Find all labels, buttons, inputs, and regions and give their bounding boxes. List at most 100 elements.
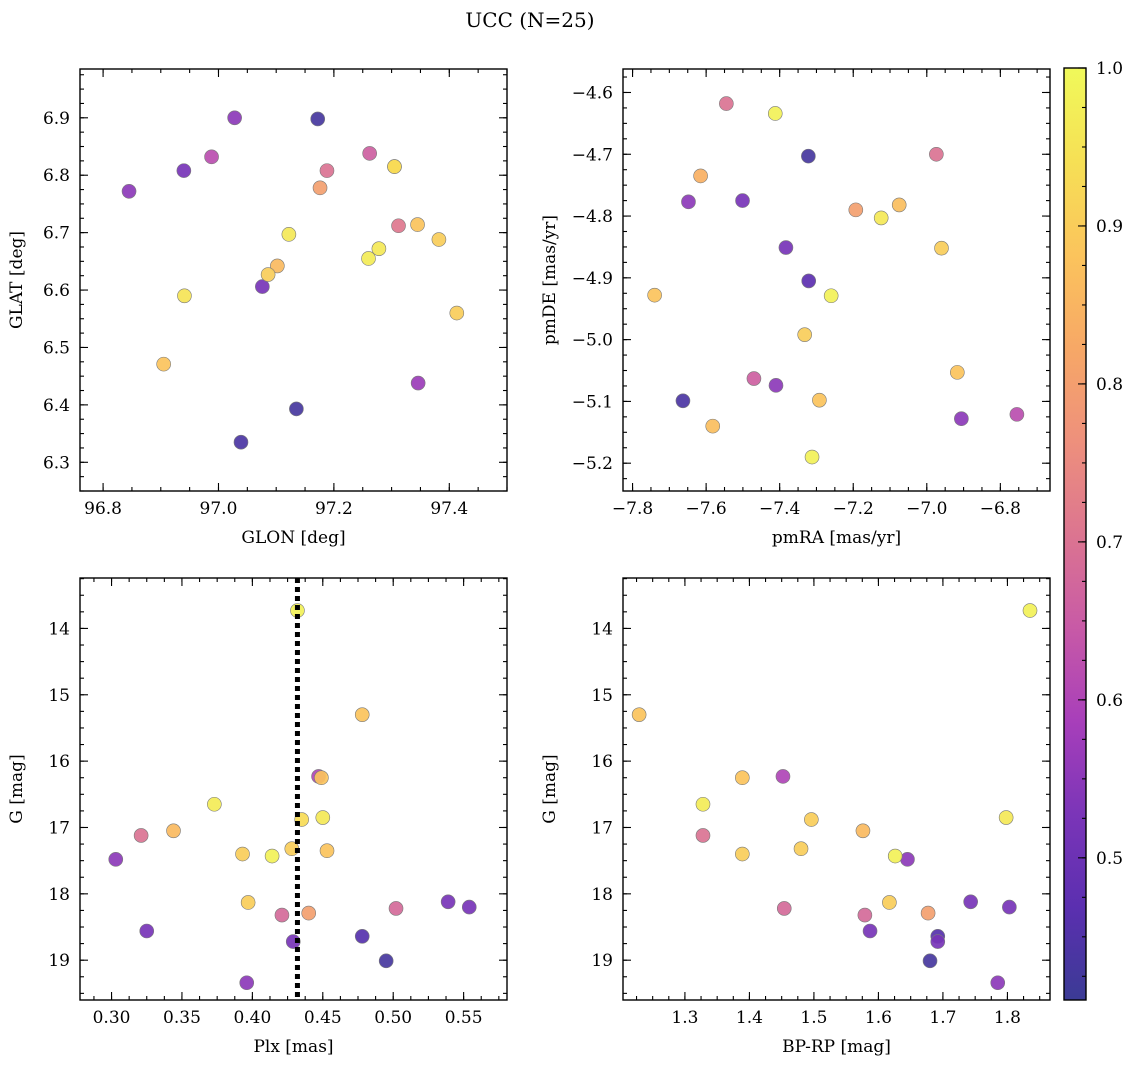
scatter-point [862, 923, 878, 939]
scatter-point [934, 240, 949, 256]
scatter-point [954, 411, 969, 427]
x-tick-label: −7.8 [612, 499, 653, 519]
scatter-point [998, 810, 1014, 825]
scatter-point [930, 934, 946, 949]
x-tick-label: 1.7 [929, 1008, 956, 1028]
x-tick-label: 97.4 [430, 499, 468, 519]
scatter-point [301, 905, 317, 921]
scatter-point [387, 159, 402, 174]
scatter-point [121, 183, 137, 199]
y-tick-label: 6.3 [43, 453, 70, 473]
y-tick-label: 18 [48, 885, 70, 905]
scatter-point [166, 823, 181, 839]
colorbar-gradient [1064, 68, 1086, 1000]
scatter-point [882, 895, 897, 910]
scatter-point [767, 106, 783, 121]
colorbar-tick-label: 0.6 [1096, 691, 1123, 711]
scatter-point [354, 707, 370, 722]
scatter-point [705, 418, 721, 434]
scatter-point [776, 901, 792, 916]
x-tick-label: 0.55 [445, 1008, 483, 1028]
scatter-point [963, 894, 978, 910]
colorbar-tick-label: 0.8 [1096, 375, 1123, 395]
scatter-point [362, 146, 377, 161]
scatter-point [804, 812, 819, 827]
scatter-point [855, 823, 871, 839]
scatter-point [922, 953, 938, 969]
x-tick-label: 97.0 [200, 499, 238, 519]
y-tick-label: −5.0 [572, 331, 613, 351]
scatter-point [449, 305, 465, 321]
scatter-point [204, 149, 219, 165]
x-axis-label: GLON [deg] [241, 528, 345, 548]
scatter-point [255, 279, 270, 294]
scatter-point [440, 894, 456, 910]
panel-pmra-pmde: −7.8 −7.6 −7.4 −7.2 −7.0 −6.8 −5.2 −5.1 −5.0 −4.9… [540, 68, 1051, 548]
scatter-point [361, 251, 376, 266]
x-axis-label: pmRA [mas/yr] [772, 528, 901, 548]
scatter-point [797, 327, 812, 342]
x-tick-label: 0.45 [304, 1008, 342, 1028]
scatter-point [108, 852, 124, 867]
x-axis-label: BP-RP [mag] [782, 1037, 891, 1057]
scatter-point [900, 852, 915, 867]
scatter-point [746, 371, 762, 386]
scatter-point [950, 365, 965, 380]
y-tick-label: 6.5 [43, 338, 70, 358]
x-tick-label: 0.35 [163, 1008, 201, 1028]
colorbar-tick-label: 0.5 [1096, 849, 1123, 869]
y-tick-label: −5.2 [572, 454, 613, 474]
scatter-point [675, 393, 691, 409]
x-tick-label: −7.0 [906, 499, 947, 519]
scatter-point [857, 907, 873, 923]
scatter-point [1002, 899, 1017, 915]
scatter-point [156, 356, 171, 372]
scatter-point [920, 905, 936, 921]
scatter-point [719, 96, 734, 111]
y-tick-label: −4.9 [572, 269, 613, 289]
scatter-point [631, 707, 647, 722]
colorbar: 0.5 0.6 0.7 0.8 0.9 1.0 [1063, 59, 1123, 1001]
scatter-point [793, 841, 809, 857]
axes-frame [622, 68, 1051, 492]
scatter-point [735, 846, 750, 862]
scatter-point [177, 288, 192, 304]
scatter-point [319, 163, 335, 178]
scatter-point [281, 227, 297, 242]
scatter-point [315, 810, 331, 825]
scatter-point [235, 846, 250, 862]
scatter-point [260, 267, 276, 282]
panel-glon-glat: 96.8 97.0 97.2 97.4 6.3 6.4 6.5 6.6 6.7 6.8 6.9 GLO… [7, 68, 508, 548]
scatter-point [139, 923, 155, 939]
x-tick-label: 1.6 [865, 1008, 892, 1028]
y-tick-label: 15 [591, 686, 613, 706]
x-tick-label: 0.50 [374, 1008, 412, 1028]
y-tick-label: 16 [48, 752, 70, 772]
scatter-point [431, 232, 447, 247]
y-tick-label: 6.6 [43, 281, 70, 301]
scatter-point [289, 401, 304, 417]
scatter-point [388, 901, 404, 916]
scatter-point [693, 168, 708, 184]
scatter-point [239, 975, 255, 991]
y-axis-label: G [mag] [540, 754, 560, 823]
scatter-point [929, 146, 944, 162]
scatter-point [354, 929, 370, 944]
scatter-point [735, 193, 750, 208]
scatter-point [695, 828, 711, 843]
y-tick-label: 17 [48, 818, 70, 838]
y-tick-label: 17 [591, 818, 613, 838]
scatter-point [775, 769, 791, 784]
data-layer [647, 96, 1025, 465]
y-axis-label: G [mag] [7, 754, 27, 823]
data-layer [121, 110, 465, 450]
scatter-point [801, 148, 816, 164]
x-tick-label: −6.8 [980, 499, 1021, 519]
x-tick-label: 0.40 [233, 1008, 271, 1028]
scatter-point [207, 796, 222, 812]
y-tick-label: 16 [591, 752, 613, 772]
y-axis-label: pmDE [mas/yr] [540, 215, 560, 345]
x-axis-label: Plx [mas] [253, 1037, 333, 1057]
scatter-point [695, 796, 711, 812]
